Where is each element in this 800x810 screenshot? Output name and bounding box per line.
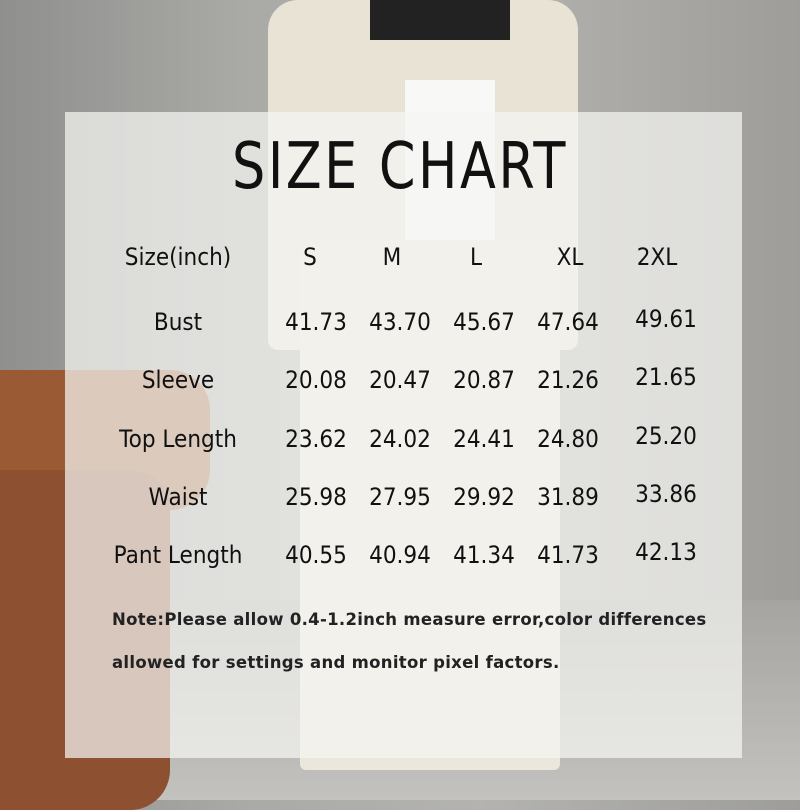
table-cell: 23.62 [285, 425, 347, 453]
table-cell: 41.34 [453, 541, 515, 569]
row-label: Top Length [119, 425, 237, 453]
table-cell: 45.67 [453, 308, 515, 336]
table-cell: 40.55 [285, 541, 347, 569]
table-cell: 27.95 [369, 483, 431, 511]
size-header: S [303, 243, 317, 271]
table-cell: 41.73 [285, 308, 347, 336]
table-cell: 43.70 [369, 308, 431, 336]
table-cell: 25.20 [635, 422, 697, 450]
size-header: XL [556, 243, 584, 271]
row-label: Sleeve [141, 366, 215, 394]
table-cell: 31.89 [537, 483, 599, 511]
table-cell: 29.92 [453, 483, 515, 511]
table-cell: 24.41 [453, 425, 515, 453]
size-header: L [469, 243, 483, 271]
note-line-2: allowed for settings and monitor pixel f… [112, 653, 560, 672]
table-cell: 20.08 [285, 366, 347, 394]
table-cell: 24.02 [369, 425, 431, 453]
hair [370, 0, 510, 40]
row-label: Pant Length [113, 541, 243, 569]
table-cell: 41.73 [537, 541, 599, 569]
table-cell: 21.65 [635, 363, 697, 391]
table-cell: 24.80 [537, 425, 599, 453]
size-chart-panel [65, 112, 742, 758]
row-label: Bust [153, 308, 203, 336]
table-cell: 40.94 [369, 541, 431, 569]
note-line-1: Note:Please allow 0.4-1.2inch measure er… [112, 610, 707, 629]
row-label: Waist [148, 483, 208, 511]
header-label: Size(inch) [124, 243, 232, 271]
size-header: 2XL [636, 243, 678, 271]
table-cell: 49.61 [635, 305, 697, 333]
size-header: M [382, 243, 402, 271]
table-cell: 42.13 [635, 538, 697, 566]
table-cell: 47.64 [537, 308, 599, 336]
table-cell: 20.87 [453, 366, 515, 394]
chart-title: SIZE CHART [232, 130, 568, 204]
table-cell: 20.47 [369, 366, 431, 394]
table-cell: 33.86 [635, 480, 697, 508]
table-cell: 25.98 [285, 483, 347, 511]
table-cell: 21.26 [537, 366, 599, 394]
